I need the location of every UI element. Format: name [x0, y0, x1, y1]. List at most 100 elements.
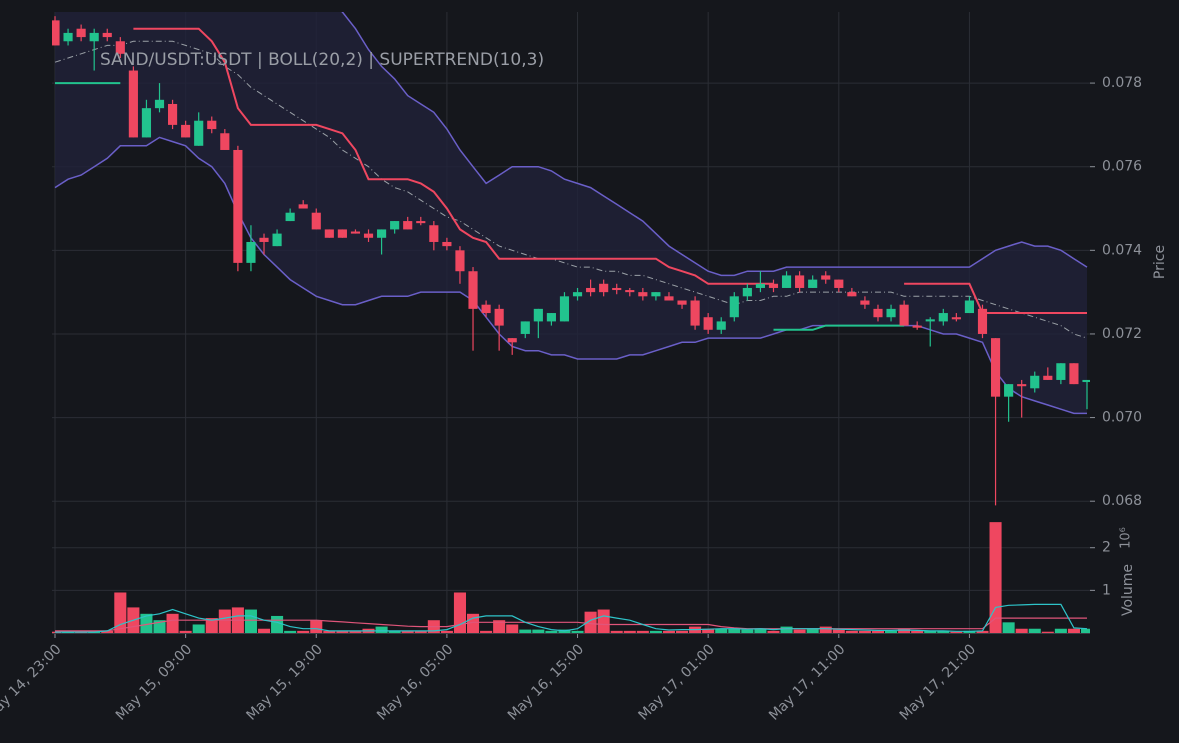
candle-body: [154, 99, 165, 109]
volume-bar: [871, 630, 885, 633]
candle-body: [808, 279, 818, 288]
volume-bar: [911, 630, 924, 633]
chart-title: SAND/USDT:USDT | BOLL(20,2) | SUPERTREND…: [100, 50, 544, 70]
candle-body: [638, 292, 648, 297]
volume-bar: [466, 613, 480, 633]
volume-bar: [323, 630, 336, 633]
candle-body: [625, 290, 635, 293]
volume-bar: [571, 630, 584, 633]
volume-bar: [702, 628, 715, 633]
volume-bar: [101, 630, 114, 633]
candle-body: [350, 231, 361, 234]
candle-body: [115, 41, 125, 54]
candle-body: [76, 28, 86, 38]
volume-ma-slow: [55, 617, 1087, 632]
candle-body: [716, 321, 726, 330]
volume-bar: [401, 630, 414, 633]
volume-bar: [519, 629, 532, 633]
volume-bar: [297, 630, 310, 633]
price-panel: [52, 12, 1090, 506]
candle-body: [337, 229, 347, 238]
volume-bar: [976, 630, 989, 633]
candle-body: [860, 300, 870, 305]
volume-bar: [584, 611, 597, 633]
candle-body: [1030, 375, 1040, 389]
volume-bar: [480, 630, 493, 633]
candle-body: [755, 283, 765, 288]
candle-body: [429, 225, 439, 242]
candle-body: [533, 308, 543, 322]
volume-bar: [858, 630, 871, 633]
volume-bar: [885, 630, 898, 633]
candle-body: [559, 296, 570, 322]
volume-bar: [780, 626, 793, 633]
candle-body: [873, 308, 883, 318]
volume-bar: [453, 592, 466, 633]
candle-body: [324, 229, 334, 238]
volume-bar: [532, 629, 545, 633]
y-tick-label: 0.068: [1102, 493, 1142, 509]
candle-body: [377, 229, 387, 238]
candle-body: [128, 70, 138, 138]
candle-body: [1069, 363, 1079, 385]
candle-body: [520, 321, 530, 334]
candle-body: [363, 233, 374, 238]
volume-bar: [244, 609, 257, 633]
volume-bar: [845, 630, 858, 633]
volume-ma: [55, 603, 1088, 633]
candle-body: [572, 292, 583, 297]
volume-bar: [676, 630, 689, 633]
volume-bar: [271, 615, 284, 633]
volume-bar: [649, 630, 662, 633]
volume-bar: [1041, 631, 1054, 633]
candle-body: [1082, 379, 1090, 383]
volume-bar: [1054, 628, 1067, 633]
candle-body: [442, 241, 452, 247]
candle-body: [455, 250, 465, 272]
candle-body: [481, 304, 491, 314]
volume-bar: [767, 630, 780, 633]
volume-bar: [963, 630, 976, 633]
volume-bar: [636, 630, 649, 633]
candle-body: [1056, 363, 1066, 380]
candle-body: [259, 237, 269, 242]
candle-body: [834, 279, 844, 288]
candle-body: [1043, 375, 1053, 380]
candle-body: [729, 296, 739, 318]
candle-body: [664, 296, 674, 301]
candle-body: [612, 287, 622, 291]
volume-bar: [192, 624, 205, 633]
y-tick-label: 0.074: [1102, 242, 1142, 258]
volume-bar: [597, 609, 610, 633]
volume-bar: [388, 630, 401, 633]
volume-bar: [715, 628, 728, 633]
volume-bar: [336, 630, 349, 633]
volume-bar: [924, 630, 937, 633]
candle-body: [795, 275, 805, 288]
volume-bar: [950, 631, 963, 633]
candle-body: [285, 212, 295, 222]
volume-bar: [898, 628, 911, 633]
candle-body: [768, 283, 779, 288]
candle-body: [494, 308, 504, 326]
volume-panel: [52, 522, 1090, 633]
candle-body: [651, 292, 661, 297]
volume-bar: [284, 630, 297, 633]
volume-bar: [493, 620, 506, 633]
y-tick-label: 0.070: [1102, 410, 1142, 426]
volume-bar: [166, 613, 179, 633]
volume-bar: [610, 630, 623, 633]
candle-body: [52, 20, 60, 46]
y-tick-label: 1: [1102, 582, 1111, 598]
volume-bar: [440, 630, 453, 633]
volume-bar: [1028, 628, 1041, 633]
candle-body: [102, 32, 112, 38]
candle-body: [416, 221, 426, 224]
candle-body: [599, 283, 609, 293]
y-tick-label: 0.078: [1102, 75, 1142, 91]
volume-bar: [793, 629, 806, 633]
supertrend-down: [133, 27, 1087, 314]
volume-bar: [623, 630, 636, 633]
